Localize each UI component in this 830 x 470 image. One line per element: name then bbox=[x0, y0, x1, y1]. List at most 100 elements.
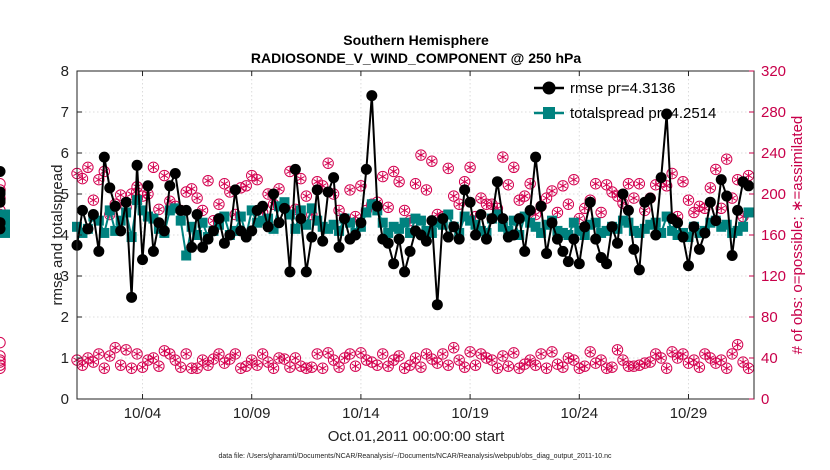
y2-axis-label: # of obs: o=possible; ∗=assimilated bbox=[789, 116, 806, 355]
obs-lower-assimilated bbox=[335, 363, 343, 372]
totalspread-point bbox=[0, 227, 10, 238]
obs-lower-assimilated bbox=[176, 363, 185, 372]
obs-lower-possible bbox=[98, 362, 110, 374]
rmse-point bbox=[197, 241, 209, 253]
totalspread-point bbox=[0, 209, 10, 220]
rmse-point bbox=[93, 245, 105, 257]
obs-lower-assimilated bbox=[422, 349, 431, 359]
totalspread-point bbox=[219, 211, 230, 222]
obs-lower-possible bbox=[251, 359, 263, 371]
obs-lower-assimilated bbox=[105, 351, 114, 361]
rmse-point bbox=[524, 204, 536, 216]
rmse-point bbox=[573, 258, 585, 270]
obs-upper-assimilated bbox=[695, 202, 704, 211]
obs-upper-possible bbox=[393, 176, 405, 188]
obs-lower-possible bbox=[377, 348, 389, 360]
totalspread-point bbox=[568, 217, 579, 228]
obs-upper-assimilated bbox=[346, 185, 354, 195]
obs-upper-possible bbox=[442, 162, 454, 175]
totalspread-point bbox=[268, 223, 279, 234]
obs-upper-possible bbox=[355, 180, 367, 192]
obs-upper-possible bbox=[409, 178, 422, 190]
y-axis-label: rmse and totalspread bbox=[49, 165, 66, 306]
totalspread-point bbox=[552, 225, 563, 236]
obs-upper-possible bbox=[562, 198, 575, 210]
obs-lower-assimilated bbox=[739, 357, 747, 367]
totalspread-point bbox=[519, 211, 530, 222]
rmse-point bbox=[98, 151, 110, 163]
obs-upper-assimilated bbox=[548, 186, 556, 196]
obs-upper-possible bbox=[147, 161, 160, 174]
obs-upper-possible bbox=[82, 161, 94, 174]
obs-lower-possible bbox=[316, 362, 329, 374]
obs-upper-assimilated bbox=[684, 195, 693, 205]
obs-lower-assimilated bbox=[209, 354, 218, 364]
obs-upper-possible bbox=[344, 184, 356, 196]
obs-lower-assimilated bbox=[629, 362, 638, 371]
obs-lower-possible bbox=[491, 362, 504, 374]
obs-upper-assimilated bbox=[78, 174, 87, 183]
legend-spread-label: totalspread pr=4.2514 bbox=[570, 105, 716, 122]
obs-lower-assimilated bbox=[171, 355, 180, 365]
rmse-point bbox=[470, 229, 482, 241]
obs-lower-possible bbox=[93, 348, 105, 360]
obs-upper-possible bbox=[568, 173, 580, 186]
obs-upper-assimilated bbox=[427, 157, 436, 166]
rmse-point bbox=[721, 190, 733, 202]
obs-upper-possible bbox=[666, 167, 678, 180]
rmse-point bbox=[0, 186, 6, 198]
obs-lower-assimilated bbox=[253, 360, 262, 370]
totalspread-point bbox=[99, 227, 110, 238]
obs-upper-possible bbox=[387, 165, 400, 178]
obs-upper-possible bbox=[87, 194, 100, 206]
totalspread-point bbox=[476, 225, 487, 236]
obs-lower-possible bbox=[322, 347, 334, 359]
obs-lower-assimilated bbox=[471, 360, 480, 370]
obs-upper-assimilated bbox=[624, 179, 633, 188]
totalspread-point bbox=[252, 217, 263, 228]
totalspread-point bbox=[612, 223, 623, 234]
obs-lower-assimilated bbox=[580, 362, 589, 371]
totalspread-point bbox=[601, 225, 612, 236]
x-tick-label: 10/09 bbox=[233, 405, 271, 422]
rmse-point bbox=[169, 168, 181, 179]
rmse-point bbox=[371, 200, 383, 212]
obs-upper-assimilated bbox=[155, 205, 163, 214]
y2-tick-label: 120 bbox=[761, 268, 786, 285]
obs-upper-assimilated bbox=[597, 208, 606, 217]
rmse-point bbox=[366, 90, 378, 102]
obs-lower-assimilated bbox=[542, 364, 551, 373]
totalspread-point bbox=[579, 230, 590, 240]
obs-lower-possible bbox=[502, 360, 515, 372]
obs-upper-assimilated bbox=[193, 193, 202, 203]
rmse-point bbox=[448, 221, 460, 233]
rmse-point bbox=[655, 172, 667, 184]
obs-lower-assimilated bbox=[198, 355, 207, 365]
obs-lower-assimilated bbox=[89, 357, 98, 367]
y2-tick-label: 160 bbox=[761, 227, 786, 244]
totalspread-point bbox=[181, 250, 192, 261]
obs-lower-assimilated bbox=[509, 348, 518, 358]
totalspread-point bbox=[366, 199, 377, 210]
rmse-point bbox=[508, 229, 520, 241]
obs-upper-assimilated bbox=[542, 193, 551, 203]
obs-upper-assimilated bbox=[580, 204, 589, 213]
rmse-point bbox=[339, 213, 351, 225]
totalspread-point bbox=[148, 213, 159, 224]
rmse-point bbox=[82, 223, 94, 235]
rmse-point bbox=[710, 215, 722, 227]
rmse-point bbox=[590, 233, 602, 245]
obs-lower-assimilated bbox=[657, 353, 666, 363]
totalspread-point bbox=[415, 215, 426, 226]
obs-upper-possible bbox=[579, 202, 591, 215]
totalspread-point bbox=[312, 215, 323, 226]
obs-lower-assimilated bbox=[520, 359, 529, 369]
totalspread-point bbox=[421, 225, 432, 236]
obs-upper-possible bbox=[633, 178, 646, 190]
obs-lower-assimilated bbox=[564, 353, 573, 363]
rmse-point bbox=[726, 250, 738, 261]
obs-upper-assimilated bbox=[204, 176, 212, 185]
obs-upper-assimilated bbox=[94, 175, 103, 184]
obs-upper-assimilated bbox=[444, 164, 453, 173]
